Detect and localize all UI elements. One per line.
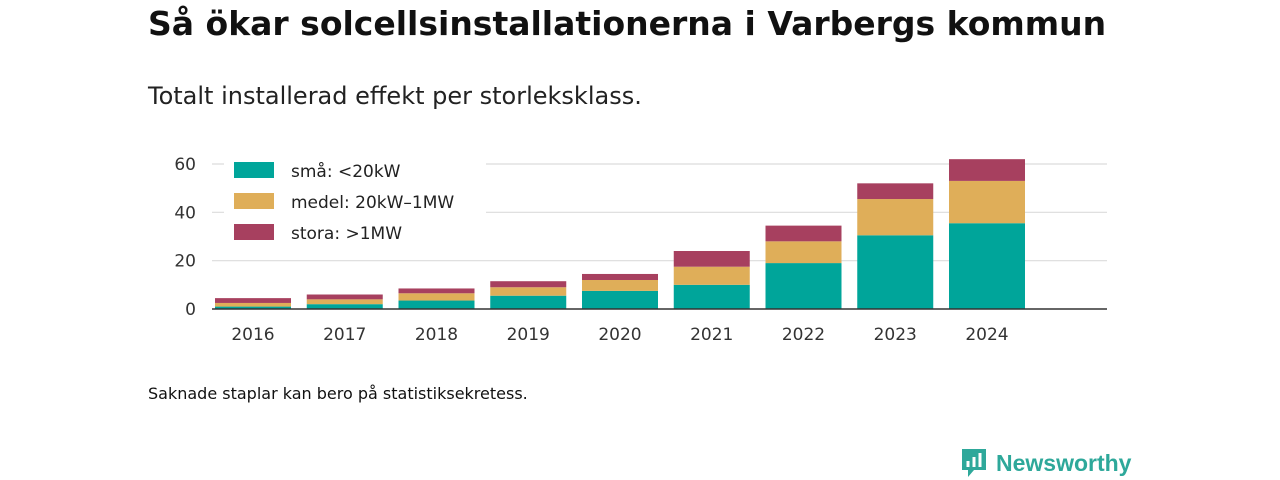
bar-segment-sma-2018 [398, 300, 475, 309]
brand-logo: Newsworthy [960, 446, 1131, 480]
bar-segment-medel-2019 [490, 287, 567, 296]
legend-swatch [234, 162, 274, 178]
x-tick-label: 2024 [965, 325, 1008, 345]
legend: små: <20kW medel: 20kW–1MW stora: >1MW [224, 156, 486, 248]
bar-segment-stora-2023 [857, 183, 934, 200]
bar-segment-sma-2016 [215, 306, 291, 309]
bar-segment-stora-2020 [582, 273, 658, 280]
x-tick-label: 2020 [598, 325, 641, 345]
bar-segment-stora-2018 [398, 288, 475, 294]
x-axis-ticks: 2016 2017 2018 2019 2020 2021 2022 2023 2024 [231, 325, 1008, 345]
y-axis-ticks: 0 20 40 60 [174, 155, 196, 320]
bar-segment-medel-2024 [949, 180, 1025, 224]
legend-swatch [234, 193, 274, 209]
x-tick-label: 2023 [874, 325, 917, 345]
chart-title: Så ökar solcellsinstallationerna i Varbe… [148, 4, 1107, 43]
x-tick-label: 2022 [782, 325, 825, 345]
bar-segment-stora-2024 [949, 159, 1025, 181]
bar-segment-medel-2021 [673, 266, 750, 285]
y-tick-label: 0 [185, 300, 196, 320]
brand-name: Newsworthy [996, 449, 1132, 476]
x-tick-label: 2019 [507, 325, 550, 345]
stacked-bar-chart: 0 20 40 60 2016 2017 2018 2019 2020 2021 2022 2023… [174, 155, 1107, 345]
bar-segment-medel-2022 [765, 241, 842, 264]
legend-label: medel: 20kW–1MW [291, 193, 454, 213]
x-tick-label: 2016 [231, 325, 274, 345]
bar-segment-sma-2023 [857, 235, 934, 309]
bar-segment-sma-2022 [765, 263, 842, 309]
bar-segment-sma-2017 [306, 304, 383, 309]
bar-segment-sma-2019 [490, 295, 567, 309]
bar-segment-stora-2017 [306, 294, 383, 300]
bar-segment-sma-2024 [949, 223, 1025, 309]
legend-swatch [234, 224, 274, 240]
bar-segment-medel-2018 [398, 293, 475, 301]
chart-subtitle: Totalt installerad effekt per storlekskl… [148, 82, 642, 110]
y-tick-label: 40 [174, 203, 196, 223]
x-tick-label: 2017 [323, 325, 366, 345]
y-tick-label: 60 [174, 155, 196, 175]
y-tick-label: 20 [174, 252, 196, 272]
bar-segment-stora-2022 [765, 225, 842, 242]
bars [215, 159, 1025, 309]
footnote: Saknade staplar kan bero på statistiksek… [148, 384, 528, 403]
bar-segment-stora-2021 [673, 251, 750, 267]
x-tick-label: 2021 [690, 325, 733, 345]
bar-segment-medel-2023 [857, 199, 934, 236]
bar-segment-sma-2020 [582, 290, 658, 309]
bar-segment-stora-2019 [490, 281, 567, 288]
legend-label: små: <20kW [291, 161, 401, 182]
newsworthy-logo-icon [962, 449, 986, 477]
x-tick-label: 2018 [415, 325, 458, 345]
bar-segment-medel-2016 [215, 302, 291, 307]
legend-label: stora: >1MW [291, 224, 402, 244]
bar-segment-sma-2021 [673, 284, 750, 309]
bar-segment-medel-2020 [582, 280, 658, 291]
bar-segment-medel-2017 [306, 299, 383, 305]
bar-segment-stora-2016 [215, 298, 291, 303]
